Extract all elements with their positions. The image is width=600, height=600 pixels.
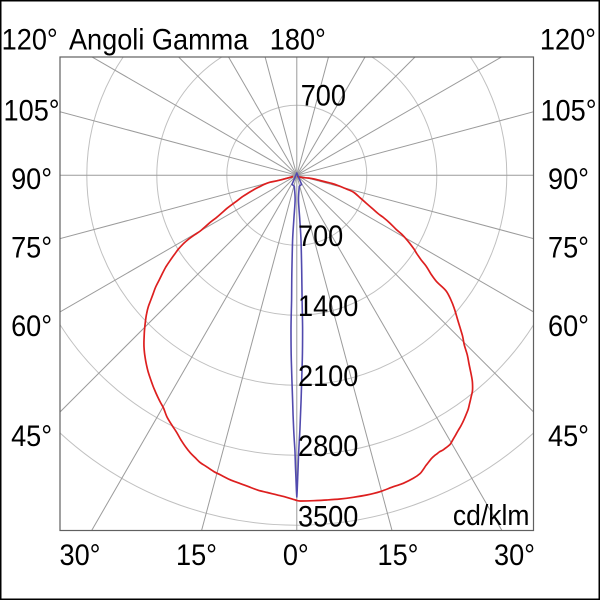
svg-text:15°: 15°	[377, 539, 418, 572]
svg-text:2100: 2100	[298, 360, 358, 393]
svg-text:120°: 120°	[540, 23, 596, 56]
svg-text:45°: 45°	[11, 420, 52, 453]
svg-text:90°: 90°	[11, 163, 52, 196]
svg-text:0°: 0°	[283, 539, 309, 572]
svg-text:2800: 2800	[298, 430, 358, 463]
svg-text:700: 700	[301, 79, 346, 112]
svg-text:45°: 45°	[548, 420, 589, 453]
svg-text:30°: 30°	[494, 539, 535, 572]
svg-text:90°: 90°	[548, 163, 589, 196]
svg-text:700: 700	[298, 220, 343, 253]
svg-text:60°: 60°	[11, 310, 52, 343]
svg-text:180°: 180°	[270, 23, 326, 56]
svg-text:3500: 3500	[298, 501, 358, 534]
svg-text:60°: 60°	[548, 310, 589, 343]
svg-text:cd/klm: cd/klm	[453, 499, 530, 531]
svg-text:30°: 30°	[59, 539, 100, 572]
svg-text:105°: 105°	[540, 95, 596, 128]
svg-text:75°: 75°	[11, 231, 52, 264]
svg-text:15°: 15°	[176, 539, 217, 572]
svg-text:Angoli Gamma: Angoli Gamma	[69, 23, 249, 56]
svg-text:120°: 120°	[2, 23, 58, 56]
svg-text:1400: 1400	[298, 290, 358, 323]
svg-text:105°: 105°	[4, 95, 60, 128]
svg-text:75°: 75°	[548, 231, 589, 264]
